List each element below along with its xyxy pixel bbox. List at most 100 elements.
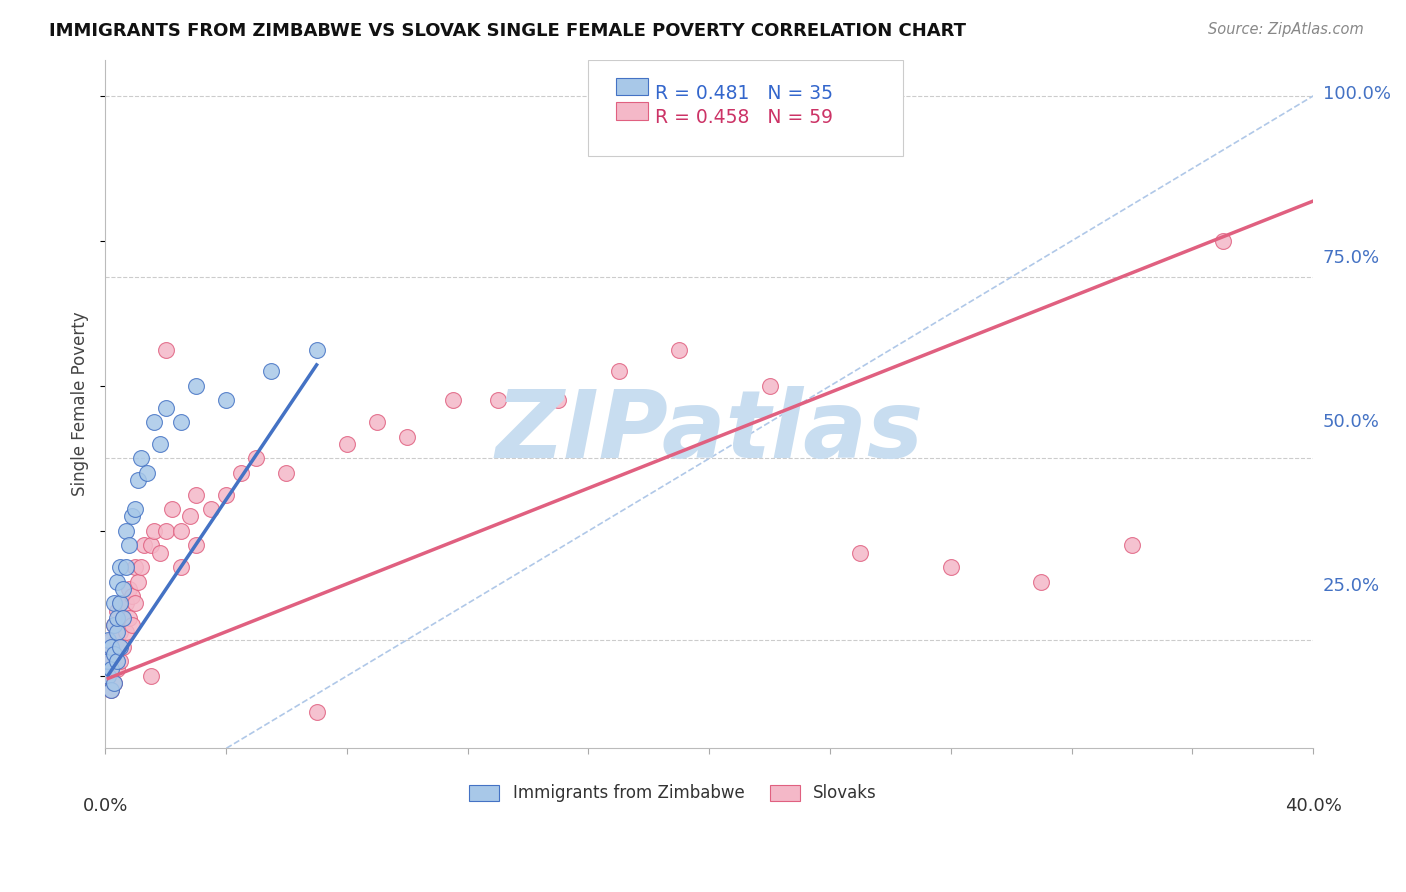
Point <box>170 560 193 574</box>
Point <box>127 473 149 487</box>
Point <box>148 546 170 560</box>
Text: 40.0%: 40.0% <box>1285 797 1341 814</box>
Point <box>142 415 165 429</box>
Point <box>1212 234 1234 248</box>
Point <box>115 597 138 611</box>
Point <box>155 401 177 415</box>
Point <box>441 393 464 408</box>
Point <box>245 451 267 466</box>
Point <box>127 574 149 589</box>
Point <box>155 343 177 357</box>
Point <box>103 647 125 661</box>
Point <box>97 632 120 647</box>
Point <box>668 343 690 357</box>
Point <box>134 538 156 552</box>
Point <box>607 364 630 378</box>
Point <box>105 632 128 647</box>
Point <box>121 509 143 524</box>
Point <box>110 560 132 574</box>
Point <box>110 655 132 669</box>
Point <box>97 647 120 661</box>
Point <box>939 560 962 574</box>
Point <box>124 560 146 574</box>
Point <box>97 669 120 683</box>
Point <box>184 488 207 502</box>
Point <box>155 524 177 538</box>
Point <box>142 524 165 538</box>
Point <box>115 524 138 538</box>
Point <box>276 466 298 480</box>
Point <box>366 415 388 429</box>
Point <box>1121 538 1143 552</box>
Point <box>121 618 143 632</box>
Point <box>110 597 132 611</box>
Point <box>148 437 170 451</box>
Point <box>105 662 128 676</box>
Point <box>115 560 138 574</box>
Point <box>124 597 146 611</box>
Point <box>486 393 509 408</box>
FancyBboxPatch shape <box>589 60 903 156</box>
Point <box>100 683 122 698</box>
Point <box>758 379 780 393</box>
Point <box>97 655 120 669</box>
Point <box>112 640 135 654</box>
Point <box>305 343 328 357</box>
Y-axis label: Single Female Poverty: Single Female Poverty <box>72 311 89 496</box>
Point <box>170 415 193 429</box>
Point <box>215 488 238 502</box>
Point <box>131 451 153 466</box>
Point <box>110 597 132 611</box>
Point <box>97 669 120 683</box>
Point <box>215 393 238 408</box>
Point <box>547 393 569 408</box>
Point <box>849 546 872 560</box>
Point <box>100 683 122 698</box>
Point <box>100 640 122 654</box>
Point <box>103 618 125 632</box>
Text: 0.0%: 0.0% <box>83 797 128 814</box>
Point <box>121 589 143 603</box>
Text: IMMIGRANTS FROM ZIMBABWE VS SLOVAK SINGLE FEMALE POVERTY CORRELATION CHART: IMMIGRANTS FROM ZIMBABWE VS SLOVAK SINGL… <box>49 22 966 40</box>
Point <box>136 466 159 480</box>
Point <box>103 676 125 690</box>
Text: ZIPatlas: ZIPatlas <box>495 385 924 477</box>
Point <box>336 437 359 451</box>
Point <box>131 560 153 574</box>
Point <box>105 574 128 589</box>
FancyBboxPatch shape <box>616 102 648 120</box>
Point <box>110 625 132 640</box>
Point <box>105 625 128 640</box>
Point <box>105 655 128 669</box>
Point <box>305 705 328 719</box>
Point <box>100 655 122 669</box>
Text: Source: ZipAtlas.com: Source: ZipAtlas.com <box>1208 22 1364 37</box>
Text: R = 0.481   N = 35: R = 0.481 N = 35 <box>655 84 832 103</box>
Point <box>115 625 138 640</box>
Point <box>105 604 128 618</box>
Point <box>112 582 135 596</box>
Point <box>105 611 128 625</box>
Point <box>112 611 135 625</box>
Point <box>103 618 125 632</box>
Point <box>200 502 222 516</box>
FancyBboxPatch shape <box>616 78 648 95</box>
Point <box>103 597 125 611</box>
Point <box>139 538 162 552</box>
Point <box>100 662 122 676</box>
Point <box>103 647 125 661</box>
Point <box>184 538 207 552</box>
Point <box>110 640 132 654</box>
Point <box>112 611 135 625</box>
Point <box>100 632 122 647</box>
Point <box>260 364 283 378</box>
Point <box>1031 574 1053 589</box>
Point <box>160 502 183 516</box>
Point <box>184 379 207 393</box>
Point <box>229 466 252 480</box>
Point <box>396 430 419 444</box>
Point <box>179 509 201 524</box>
Point <box>118 538 141 552</box>
Legend: Immigrants from Zimbabwe, Slovaks: Immigrants from Zimbabwe, Slovaks <box>463 778 883 809</box>
Point <box>139 669 162 683</box>
